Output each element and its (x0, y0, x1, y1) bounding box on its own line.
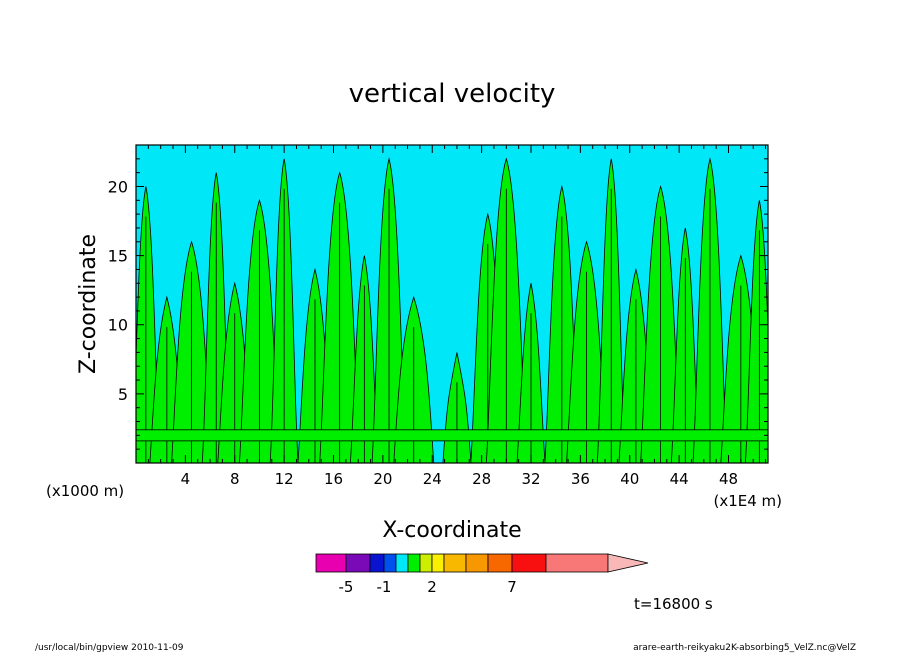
colorbar-segment (383, 553, 397, 573)
x-unit-left: (x1000 m) (46, 482, 124, 500)
x-axis-ticks: 4 8 12 16 20 24 28 32 36 40 44 48 (135, 145, 767, 488)
colorbar-segment (369, 553, 385, 573)
x-tick-label: 36 (571, 470, 590, 488)
x-tick-label: 4 (181, 470, 191, 488)
y-tick-label: 20 (108, 177, 128, 196)
y-tick-label: 15 (108, 247, 128, 266)
time-label: t=16800 s (634, 595, 713, 613)
x-unit-right: (x1E4 m) (713, 492, 782, 510)
plot-frame (135, 144, 769, 464)
colorbar-segment (315, 553, 347, 573)
colorbar-tick-label: 7 (507, 578, 517, 596)
colorbar-extension-arrow (607, 553, 649, 573)
colorbar-segment (443, 553, 467, 573)
x-tick-label: 40 (620, 470, 639, 488)
x-tick-label: 16 (324, 470, 343, 488)
colorbar-segment (419, 553, 433, 573)
footer-right: arare-earth-reikyaku2K-absorbing5_VelZ.n… (633, 643, 856, 653)
y-tick-label: 5 (118, 385, 128, 404)
colorbar-segment (431, 553, 445, 573)
x-tick-label: 8 (230, 470, 240, 488)
updraft-column (744, 200, 768, 463)
near-surface-band (136, 429, 768, 442)
y-axis-ticks: 5 10 15 20 (108, 144, 768, 464)
x-axis-label: X-coordinate (382, 518, 521, 543)
x-tick-label: 48 (719, 470, 738, 488)
footer-left: /usr/local/bin/gpview 2010-11-09 (35, 643, 184, 653)
colorbar-segment (465, 553, 489, 573)
velocity-field (136, 157, 768, 463)
colorbar-segment (511, 553, 547, 573)
colorbar-segment (407, 553, 421, 573)
colorbar-segment (545, 553, 609, 573)
colorbar-segment (345, 553, 371, 573)
colorbar-segment (487, 553, 513, 573)
x-tick-label: 32 (521, 470, 540, 488)
x-tick-label: 28 (472, 470, 491, 488)
colorbar: -5 -1 2 7 (315, 553, 649, 596)
colorbar-segment (395, 553, 409, 573)
x-tick-label: 20 (373, 470, 392, 488)
y-axis-label: Z-coordinate (76, 234, 101, 374)
x-tick-label: 12 (275, 470, 294, 488)
x-tick-label: 44 (670, 470, 689, 488)
colorbar-tick-label: -5 (339, 578, 354, 596)
y-tick-label: 10 (108, 316, 128, 335)
x-tick-label: 24 (423, 470, 442, 488)
colorbar-tick-label: -1 (377, 578, 392, 596)
chart-title: vertical velocity (349, 79, 556, 109)
colorbar-tick-label: 2 (427, 578, 437, 596)
